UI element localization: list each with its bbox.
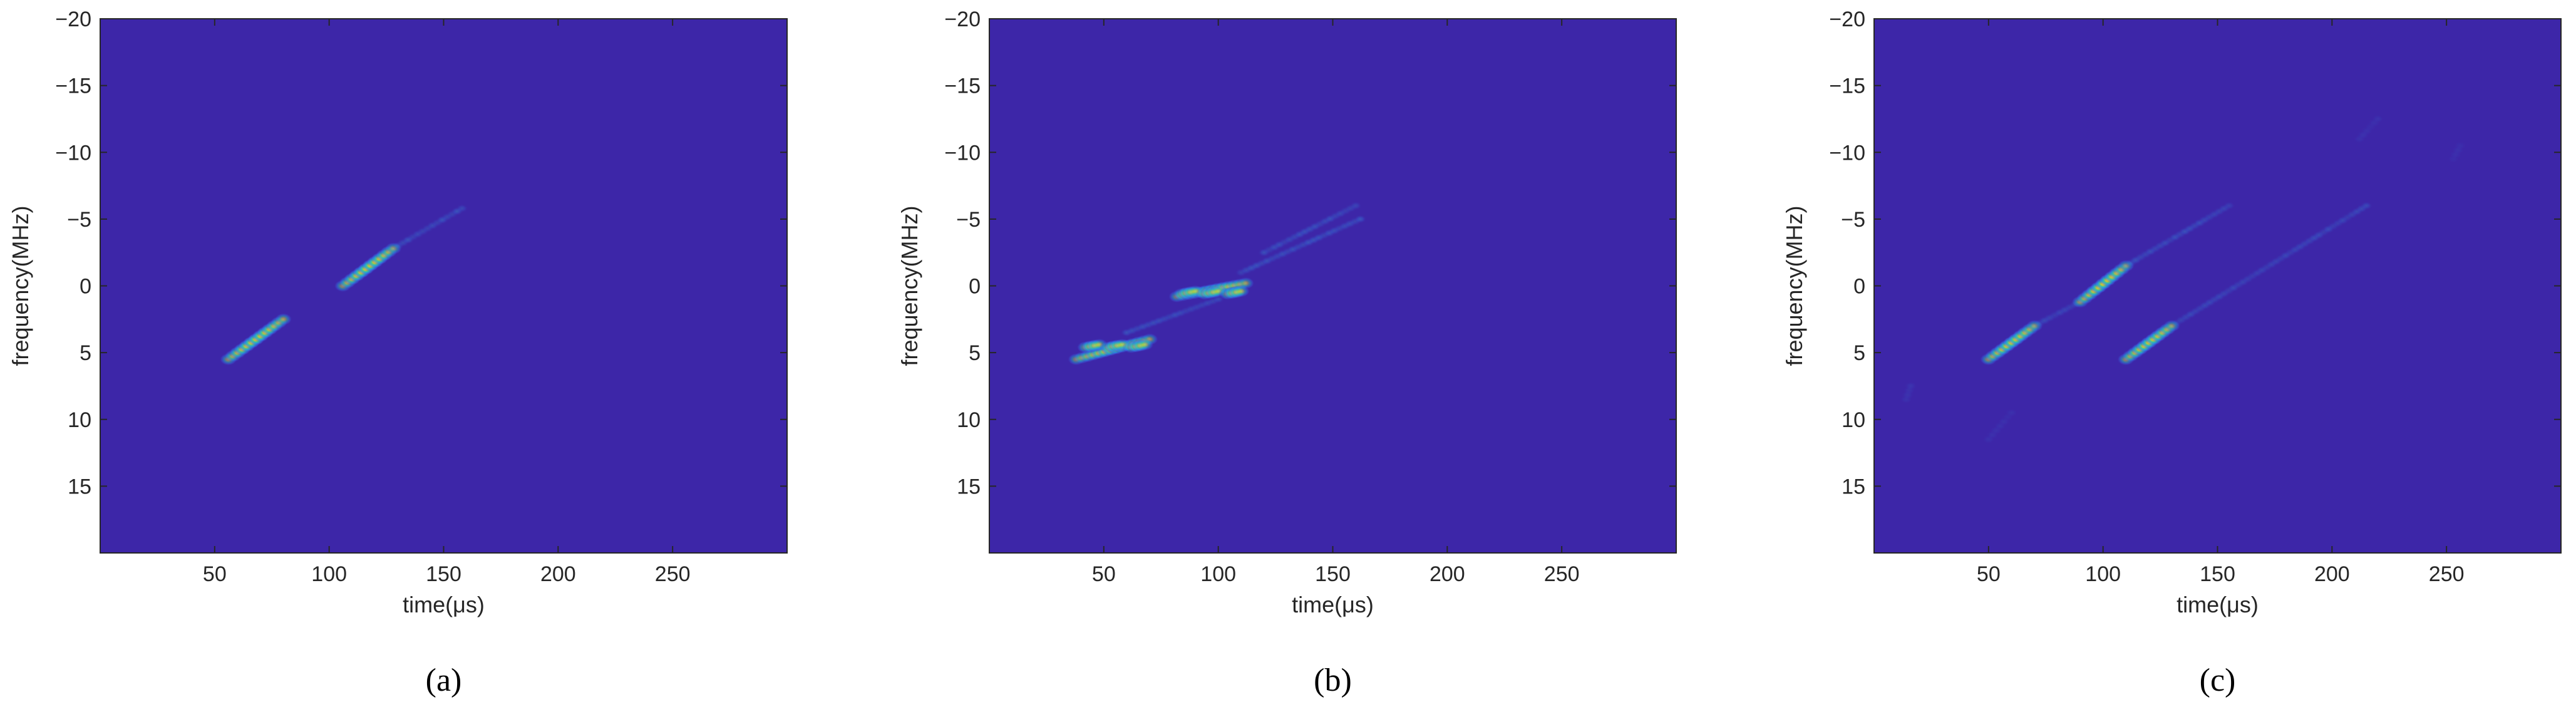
y-tick-label: 5: [969, 341, 981, 365]
x-tick-label: 100: [1200, 562, 1236, 586]
x-tick-label: 50: [1977, 562, 2001, 586]
x-tick-label: 250: [2429, 562, 2465, 586]
energy-blob: [1905, 381, 1917, 390]
y-tick-label: −20: [1829, 8, 1865, 31]
x-tick-label: 250: [1544, 562, 1580, 586]
x-tick-label: 150: [426, 562, 461, 586]
energy-blob: [275, 313, 292, 326]
energy-blob: [2372, 115, 2384, 123]
y-tick-label: −15: [1829, 75, 1865, 98]
y-tick-label: 10: [1842, 408, 1865, 432]
y-tick-label: −5: [67, 208, 91, 232]
x-axis-label-c: time(μs): [2177, 592, 2259, 617]
energy-blob: [1136, 338, 1154, 351]
x-tick-label: 100: [311, 562, 347, 586]
x-tick-label: 250: [655, 562, 691, 586]
y-tick-label: 10: [957, 408, 981, 432]
energy-blob: [2454, 142, 2466, 150]
x-tick-label: 100: [2085, 562, 2121, 586]
y-tick-label: 0: [80, 275, 91, 299]
energy-blob: [1232, 285, 1250, 297]
plot-area-b: [989, 19, 1676, 553]
x-tick-label: 50: [1092, 562, 1116, 586]
y-tick-label: −10: [1829, 141, 1865, 165]
energy-blob: [2005, 408, 2017, 417]
x-tick-label: 50: [203, 562, 227, 586]
x-tick-label: 200: [540, 562, 576, 586]
energy-blob: [456, 204, 468, 213]
y-tick-label: 15: [68, 475, 91, 498]
x-tick-label: 200: [2314, 562, 2350, 586]
panel-c: 50 100 150 200 250 −20 −15 −10 −5 0 5 10 15 time(μs)…: [1781, 8, 2561, 698]
y-tick-label: −5: [956, 208, 981, 232]
x-tick-label: 150: [2200, 562, 2235, 586]
panel-a: 50 100 150 200 250 −20 −15 −10 −5 0 5 10 15 time(μs)…: [8, 8, 787, 698]
y-tick-label: 5: [80, 341, 91, 365]
y-tick-label: −20: [944, 8, 981, 31]
y-tick-label: 15: [1842, 475, 1865, 498]
y-axis-label-b: frequency(MHz): [897, 205, 922, 366]
panel-caption-b: (b): [1314, 663, 1352, 698]
plot-area-c: [1874, 19, 2561, 553]
y-tick-label: 10: [68, 408, 91, 432]
x-tick-label: 200: [1430, 562, 1465, 586]
energy-blob: [2360, 202, 2372, 210]
plot-area-a: [100, 19, 787, 553]
y-tick-label: −5: [1841, 208, 1865, 232]
y-tick-label: 0: [969, 275, 981, 299]
x-axis-label-a: time(μs): [403, 592, 485, 617]
energy-blob: [1349, 202, 1362, 210]
y-tick-label: −20: [55, 8, 91, 31]
y-axis-label-c: frequency(MHz): [1781, 205, 1807, 366]
energy-blob: [2223, 202, 2235, 210]
y-tick-label: 0: [1853, 275, 1865, 299]
y-axis-label-a: frequency(MHz): [8, 205, 33, 366]
y-tick-label: 15: [957, 475, 981, 498]
y-tick-label: 5: [1853, 341, 1865, 365]
y-tick-label: −15: [55, 75, 91, 98]
energy-blob: [1354, 215, 1366, 224]
y-tick-label: −15: [944, 75, 981, 98]
x-axis-label-b: time(μs): [1292, 592, 1374, 617]
x-tick-label: 150: [1315, 562, 1351, 586]
y-tick-label: −10: [55, 141, 91, 165]
panel-caption-a: (a): [426, 663, 462, 698]
y-tick-label: −10: [944, 141, 981, 165]
panel-caption-c: (c): [2200, 663, 2236, 698]
panel-b: 50 100 150 200 250 −20 −15 −10 −5 0 5 10 15 time(μs)…: [897, 8, 1676, 698]
